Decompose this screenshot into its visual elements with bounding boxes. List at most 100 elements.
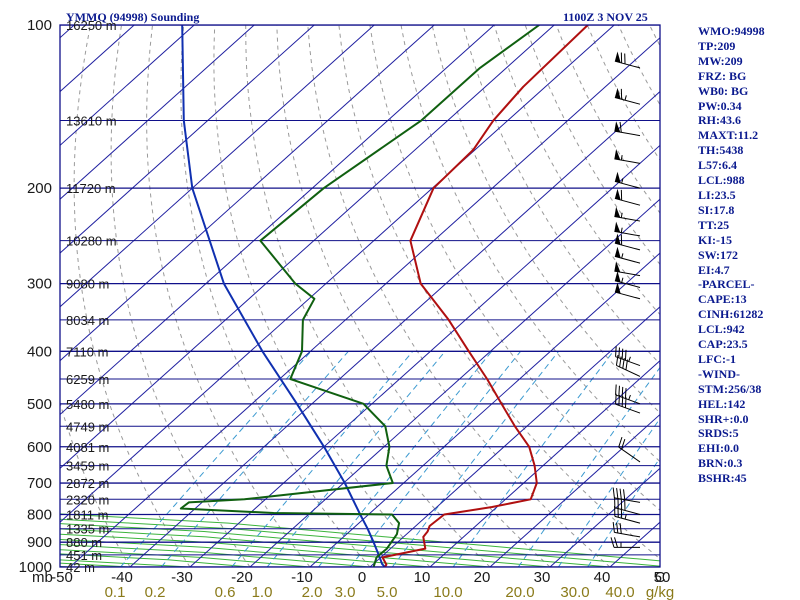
wind-barb-staff [618,446,641,463]
height-label: 8034 m [66,313,109,328]
wind-barb-pennant [614,261,621,273]
sounding-index-item: SW:172 [698,247,739,262]
sounding-index-item: L57:6.4 [698,158,737,173]
temperature-tick-label: -40 [111,569,133,586]
mixing-ratio-tick-label: 10.0 [433,584,462,600]
pressure-tick-label: 700 [27,475,52,492]
sounding-index-item: CAPE:13 [698,292,747,307]
wind-barb-staff [616,364,641,377]
temperature-line [381,25,589,567]
temperature-tick-label: -50 [51,569,73,586]
wind-barb [614,233,641,251]
isotherm-line [60,25,195,147]
wind-barb-half-feather [621,178,624,184]
wind-barb-pennant [614,171,621,183]
pressure-tick-label: 200 [27,180,52,197]
mixing-ratio-line [557,417,660,567]
pressure-unit-label: mb [32,569,53,586]
sounding-index-item: CAP:23.5 [698,337,748,352]
wind-barb-feather [615,355,619,366]
isotherm-line [60,25,375,308]
dry-adiabat-line [146,25,311,567]
isotherm-line [549,467,660,567]
temperature-tick-label: -20 [231,569,253,586]
wind-barb-feather [619,356,622,367]
wind-barb-feather [621,438,626,450]
wind-barb-staff [614,255,641,264]
sounding-index-item: KI:-15 [698,232,732,247]
moist-adiabat-line [60,544,371,567]
wind-barb-feather [612,487,615,498]
wind-barb-feather [616,522,619,534]
sounding-index-item: LFC:-1 [698,351,736,366]
wind-barb-feather [618,385,620,397]
isotherm-line [0,25,14,567]
sounding-index-item: EHI:0.0 [698,441,740,456]
height-label: 451 m [66,548,102,563]
wind-barb-staff [615,356,641,367]
wind-barb [618,436,641,463]
chart-plot [179,25,641,567]
sounding-index-item: CINH:61282 [698,307,764,322]
wind-barb-pennant [614,87,621,100]
wind-barb-staff [615,403,641,414]
chart-valid-time: 1100Z 3 NOV 25 [563,10,648,24]
isotherm-line [60,25,255,200]
temperature-tick-label: -10 [291,569,313,586]
wind-barb [614,188,641,206]
wind-barb-feather [616,488,619,499]
wind-barb-pennant [614,188,621,201]
sounding-index-item: SI:17.8 [698,202,735,217]
height-label: 42 m [66,560,95,575]
wind-barb [615,355,641,377]
mixing-ratio-tick-label: 0.1 [105,584,126,600]
height-label: 13610 m [66,113,117,128]
wind-barb-half-feather [621,253,624,259]
mixing-ratio-tick-label: 1.0 [252,584,273,600]
wind-barb-half-feather [624,514,627,520]
wind-barb-staff [614,280,641,288]
wind-barb [612,487,641,503]
dry-adiabat-line [307,25,611,567]
sounding-index-item: RH:43.6 [698,113,741,128]
mixing-ratio-tick-label: 0.2 [145,584,166,600]
height-label: 1335 m [66,522,109,537]
wind-barb-half-feather [624,95,627,101]
temperature-unit-label: C [655,569,666,586]
sounding-index-item: FRZ: BG [698,68,747,83]
wind-barb-half-feather [620,155,623,161]
wind-barb-half-feather [620,227,623,233]
height-label: 9080 m [66,277,109,292]
chart-title: YMMQ (94998) Sounding [66,10,199,24]
temperature-tick-label: 30 [534,569,551,586]
wind-barb [614,87,641,105]
wind-barb [614,505,641,524]
mixing-ratio-line [517,366,660,567]
sounding-index-item: SHR+:0.0 [698,411,749,426]
wind-barb-staff [614,507,641,515]
wind-barb-feather [618,436,623,448]
wind-barb-half-feather [620,212,623,218]
wind-barb [615,346,641,367]
dry-adiabat-line [213,25,431,567]
height-label: 6259 m [66,372,109,387]
wind-barb-staff [614,242,641,251]
wind-barb-feather [610,537,615,548]
wind-barb-feather [615,384,617,395]
wind-barb-pennant [614,282,621,294]
wind-barb-pennant [614,246,621,258]
wind-barb-feather [618,347,620,358]
wind-barb-staff [614,291,641,300]
wind-barb-feather [615,393,617,405]
wind-barb [614,221,641,237]
mixing-ratio-tick-label: 0.6 [215,584,236,600]
sounding-index-item: WMO:94998 [698,24,765,38]
height-label: 4749 m [66,419,109,434]
height-label: 880 m [66,535,102,550]
height-label: 10280 m [66,234,117,249]
wind-barb [614,121,641,137]
pressure-tick-label: 500 [27,396,52,413]
wind-barb-feather [621,386,624,398]
wind-barb-feather [624,397,627,408]
